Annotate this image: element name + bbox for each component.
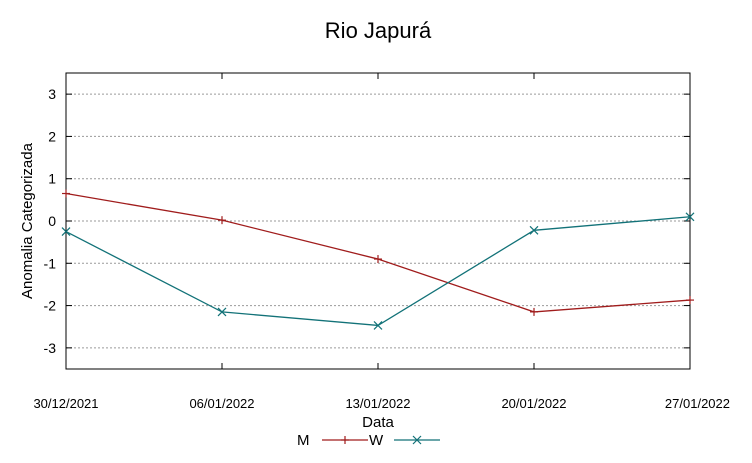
y-tick-label: -1: [44, 255, 57, 271]
data-point: [373, 321, 383, 330]
series-w: [61, 212, 695, 330]
data-point: [61, 227, 71, 236]
data-point: [62, 189, 70, 198]
data-point: [685, 212, 695, 222]
y-tick-label: -3: [44, 340, 57, 356]
data-point-marker: [529, 225, 539, 235]
data-point-marker: [685, 212, 695, 222]
y-tick-label: 0: [48, 213, 56, 229]
series-line-w: [65, 216, 691, 327]
data-point-marker: [373, 321, 383, 330]
series-line-m: [65, 192, 691, 313]
legend-item-w: W: [369, 432, 440, 449]
data-point-marker: [412, 435, 422, 445]
legend-item-m: M: [297, 432, 368, 449]
x-tick-label: 20/01/2022: [501, 396, 566, 411]
y-tick-label: 2: [48, 128, 56, 144]
series-layer: [61, 189, 695, 330]
data-point: [218, 216, 226, 225]
x-tick-label: 13/01/2022: [345, 396, 410, 411]
legend-label: W: [369, 432, 384, 449]
x-tick-label: 30/12/2021: [33, 396, 98, 411]
data-point-marker: [217, 307, 227, 317]
y-axis-label: Anomalia Categorizada: [19, 142, 36, 299]
data-point: [217, 307, 227, 317]
y-tick-label: 3: [48, 86, 56, 102]
legend-label: M: [297, 432, 310, 449]
data-point-marker: [61, 227, 71, 236]
y-axis-ticks: 3 2 1 0 -1 -2 -3: [44, 86, 690, 356]
grid-lines: [66, 93, 690, 349]
series-m: [62, 189, 694, 316]
data-point: [530, 307, 538, 316]
x-tick-label: 06/01/2022: [189, 396, 254, 411]
data-point: [686, 296, 694, 305]
x-tick-label: 27/01/2022: [665, 396, 730, 411]
data-point: [529, 225, 539, 235]
x-axis-ticks: 30/12/2021 06/01/2022 13/01/2022 20/01/2022…: [33, 73, 730, 411]
y-tick-label: -2: [44, 298, 57, 314]
chart-title: Rio Japurá: [325, 18, 432, 43]
y-tick-label: 1: [48, 171, 56, 187]
data-point: [374, 255, 382, 264]
x-axis-label: Data: [362, 414, 394, 431]
